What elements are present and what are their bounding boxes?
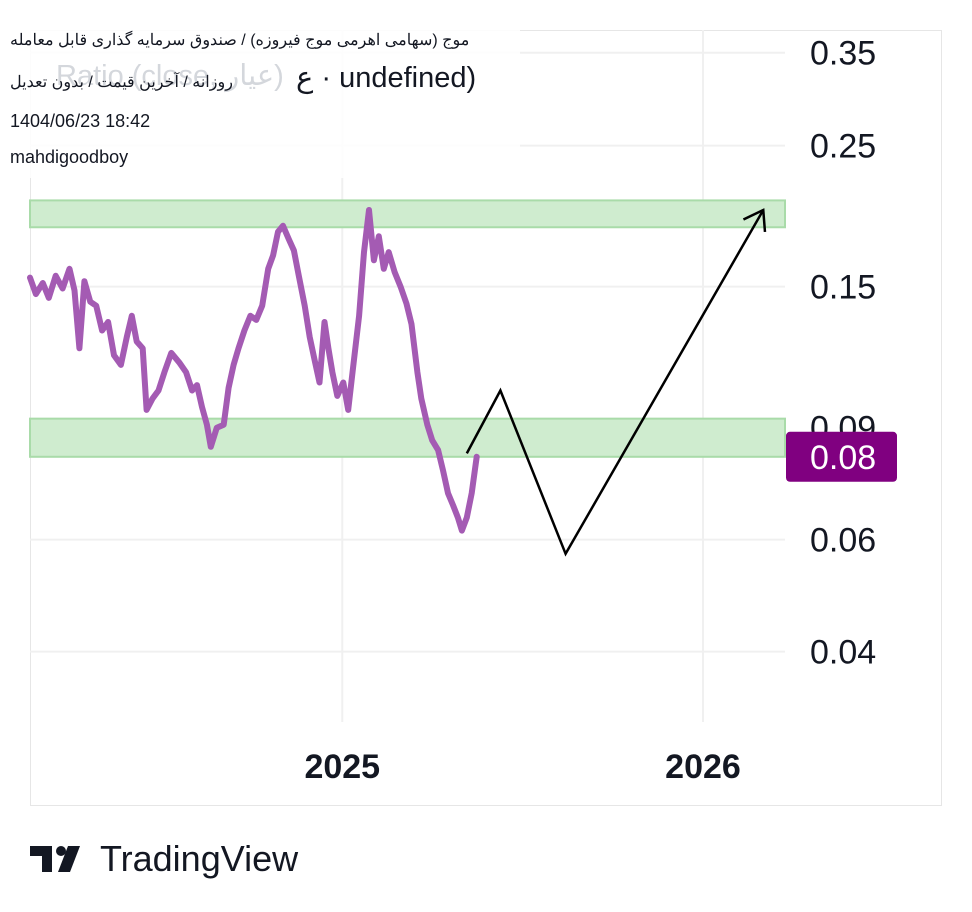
x-tick-label: 2026 bbox=[665, 748, 741, 786]
interval-info: روزانه / آخرین قیمت / بدون تعدیل bbox=[10, 74, 233, 91]
y-tick-label: 0.35 bbox=[810, 35, 876, 73]
indicator-watermark-suffix: ع · undefined) bbox=[296, 62, 477, 94]
y-tick-label: 0.25 bbox=[810, 128, 876, 166]
forecast-arrowhead bbox=[742, 208, 767, 233]
legend-background bbox=[0, 28, 520, 178]
indicator-watermark: Ratio (close, عیار) bbox=[56, 60, 284, 92]
tradingview-logo-icon bbox=[30, 846, 80, 872]
support-resistance-zone bbox=[29, 417, 786, 458]
forecast-path bbox=[465, 209, 765, 557]
last-price-tag bbox=[786, 431, 897, 482]
last-price-label: 0.08 bbox=[810, 439, 876, 477]
y-tick-label: 0.15 bbox=[810, 269, 876, 307]
last-price-tag-group: 0.08 bbox=[786, 431, 897, 482]
drawing-layer bbox=[465, 208, 767, 557]
price-series-line bbox=[27, 207, 480, 534]
tradingview-brand[interactable]: TradingView bbox=[30, 838, 298, 880]
y-axis: 0.350.250.150.090.060.04 bbox=[810, 35, 876, 672]
zone-layer bbox=[29, 199, 786, 458]
support-resistance-zone bbox=[29, 199, 786, 229]
symbol-title[interactable]: موج (سهامی اهرمی موج فیروزه) / صندوق سرم… bbox=[10, 32, 470, 49]
x-tick-label: 2025 bbox=[304, 748, 380, 786]
brand-name: TradingView bbox=[100, 838, 299, 879]
y-tick-label: 0.04 bbox=[810, 634, 876, 672]
author-name[interactable]: mahdigoodboy bbox=[10, 147, 129, 167]
x-axis: 2025 2026 bbox=[304, 748, 740, 786]
series-layer bbox=[27, 207, 480, 534]
snapshot-datetime: 1404/06/23 18:42 bbox=[10, 111, 151, 131]
y-tick-label: 0.06 bbox=[810, 522, 876, 560]
